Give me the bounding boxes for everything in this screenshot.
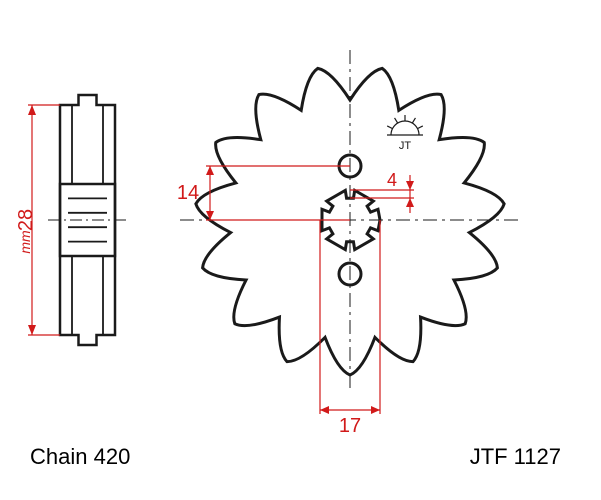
svg-text:17: 17 (339, 415, 361, 437)
part-number-label: JTF 1127 (470, 444, 561, 470)
brand-logo: JT (387, 115, 423, 152)
svg-text:mm: mm (17, 230, 33, 254)
svg-text:28: 28 (15, 209, 37, 231)
svg-text:14: 14 (177, 182, 199, 204)
side-profile: 28mm (15, 95, 127, 345)
svg-text:4: 4 (387, 170, 397, 190)
chain-spec-label: Chain 420 (30, 444, 130, 470)
svg-text:JT: JT (399, 140, 412, 152)
dimensions: 14 4 17 (177, 166, 414, 437)
